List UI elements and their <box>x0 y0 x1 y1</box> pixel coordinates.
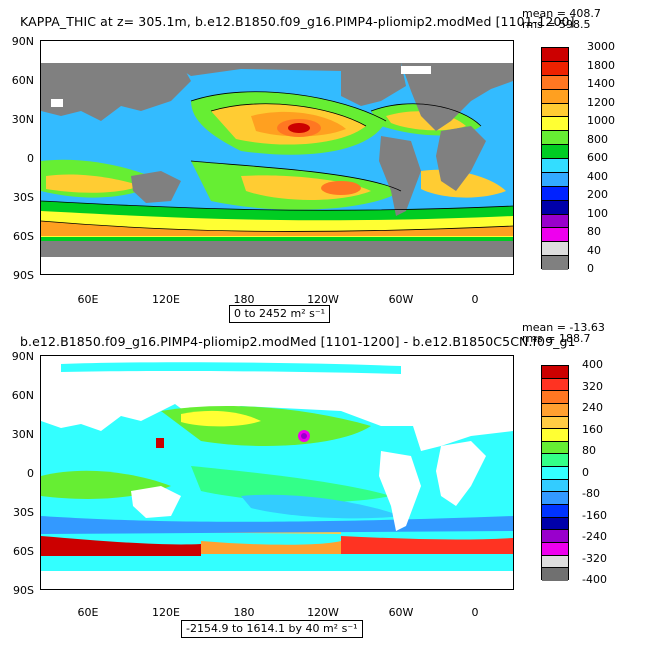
colorbar-label: 80 <box>587 225 601 238</box>
colorbar-swatch <box>542 568 568 581</box>
colorbar-label: 100 <box>587 206 608 220</box>
panel2-lat-tick: 30S <box>13 506 34 519</box>
colorbar-swatch <box>542 103 568 118</box>
colorbar-label: 0 <box>587 262 594 275</box>
panel2-lat-tick: 90S <box>13 584 34 597</box>
colorbar-swatch <box>542 403 568 417</box>
panel1-range-box: 0 to 2452 m² s⁻¹ <box>229 305 331 323</box>
colorbar-label: 400 <box>582 358 603 371</box>
colorbar-swatch <box>542 48 568 62</box>
panel1-lon-tick: 0 <box>471 293 479 306</box>
panel2-map <box>40 355 514 590</box>
colorbar-swatch <box>542 542 568 556</box>
colorbar-label: 1200 <box>587 95 615 109</box>
colorbar-label: 1400 <box>587 77 615 90</box>
colorbar-swatch <box>542 117 568 132</box>
colorbar-swatch <box>542 505 568 518</box>
panel1-title: KAPPA_THIC at z= 305.1m, b.e12.B1850.f09… <box>20 14 575 29</box>
colorbar-label: 40 <box>587 243 601 257</box>
panel1-lat-tick: 0 <box>27 152 34 165</box>
colorbar-swatch <box>542 89 568 104</box>
colorbar-label: 0 <box>582 465 589 479</box>
colorbar-label: 3000 <box>587 40 615 53</box>
colorbar-swatch <box>542 242 568 257</box>
colorbar-label: 200 <box>587 188 608 201</box>
colorbar-swatch <box>542 366 568 379</box>
panel1-mean: mean = 408.7 <box>522 7 601 20</box>
colorbar-label: -240 <box>582 530 607 543</box>
panel2-lat-tick: 60N <box>11 389 34 402</box>
colorbar-label: -400 <box>582 573 607 586</box>
colorbar-swatch <box>542 256 568 270</box>
panel1-lat-tick: 90N <box>11 35 34 48</box>
panel1-map <box>40 40 514 275</box>
colorbar-swatch <box>542 530 568 543</box>
colorbar-label: 800 <box>587 132 608 146</box>
panel1-colorbar <box>541 47 569 270</box>
colorbar-label: -160 <box>582 508 607 522</box>
panel1-lat-tick: 90S <box>13 269 34 282</box>
colorbar-swatch <box>542 75 568 90</box>
colorbar-swatch <box>542 454 568 468</box>
panel2-lat-tick: 30N <box>11 428 34 441</box>
colorbar-swatch <box>542 186 568 201</box>
panel2-lon-tick: 60E <box>77 606 99 619</box>
colorbar-swatch <box>542 228 568 243</box>
colorbar-swatch <box>542 61 568 76</box>
colorbar-label: -320 <box>582 551 607 565</box>
colorbar-swatch <box>542 429 568 442</box>
panel2-lon-tick: 180 <box>233 606 255 619</box>
colorbar-swatch <box>542 200 568 215</box>
colorbar-swatch <box>542 467 568 480</box>
colorbar-label: 160 <box>582 422 603 436</box>
colorbar-label: 240 <box>582 401 603 414</box>
colorbar-label: 320 <box>582 379 603 393</box>
panel2-lon-tick: 0 <box>471 606 479 619</box>
panel2-lat-tick: 90N <box>11 350 34 363</box>
colorbar-swatch <box>542 441 568 455</box>
colorbar-swatch <box>542 378 568 392</box>
colorbar-swatch <box>542 145 568 159</box>
panel1-lon-tick: 60E <box>77 293 99 306</box>
panel2-lon-tick: 120W <box>307 606 339 619</box>
panel1-lat-tick: 30S <box>13 191 34 204</box>
panel2-rms: rms = 188.7 <box>522 332 591 345</box>
colorbar-swatch <box>542 416 568 430</box>
panel1-lat-tick: 60S <box>13 230 34 243</box>
panel1-lat-tick: 60N <box>11 74 34 87</box>
panel2-lat-tick: 60S <box>13 545 34 558</box>
colorbar-swatch <box>542 214 568 229</box>
colorbar-label: -80 <box>582 487 600 500</box>
colorbar-swatch <box>542 159 568 173</box>
panel1-lon-tick: 120W <box>307 293 339 306</box>
panel2-lat-tick: 0 <box>27 467 34 480</box>
colorbar-label: 80 <box>582 444 596 457</box>
panel1-rms: rms = 598.5 <box>522 18 591 31</box>
panel2-lon-tick: 120E <box>152 606 180 619</box>
panel1-lon-tick: 120E <box>152 293 180 306</box>
colorbar-swatch <box>542 479 568 493</box>
colorbar-swatch <box>542 391 568 404</box>
colorbar-label: 600 <box>587 151 608 164</box>
colorbar-swatch <box>542 172 568 187</box>
panel1-lon-tick: 180 <box>233 293 255 306</box>
panel1-lat-tick: 30N <box>11 113 34 126</box>
colorbar-label: 400 <box>587 169 608 183</box>
panel2-colorbar <box>541 365 569 581</box>
colorbar-swatch <box>542 517 568 531</box>
colorbar-swatch <box>542 131 568 146</box>
panel2-lon-tick: 60W <box>388 606 414 619</box>
colorbar-swatch <box>542 555 568 569</box>
colorbar-swatch <box>542 492 568 506</box>
panel2-title: b.e12.B1850.f09_g16.PIMP4-pliomip2.modMe… <box>20 334 576 349</box>
colorbar-label: 1800 <box>587 58 615 72</box>
panel2-mean: mean = -13.63 <box>522 321 605 334</box>
panel2-range-box: -2154.9 to 1614.1 by 40 m² s⁻¹ <box>181 620 363 638</box>
colorbar-label: 1000 <box>587 114 615 127</box>
panel1-lon-tick: 60W <box>388 293 414 306</box>
